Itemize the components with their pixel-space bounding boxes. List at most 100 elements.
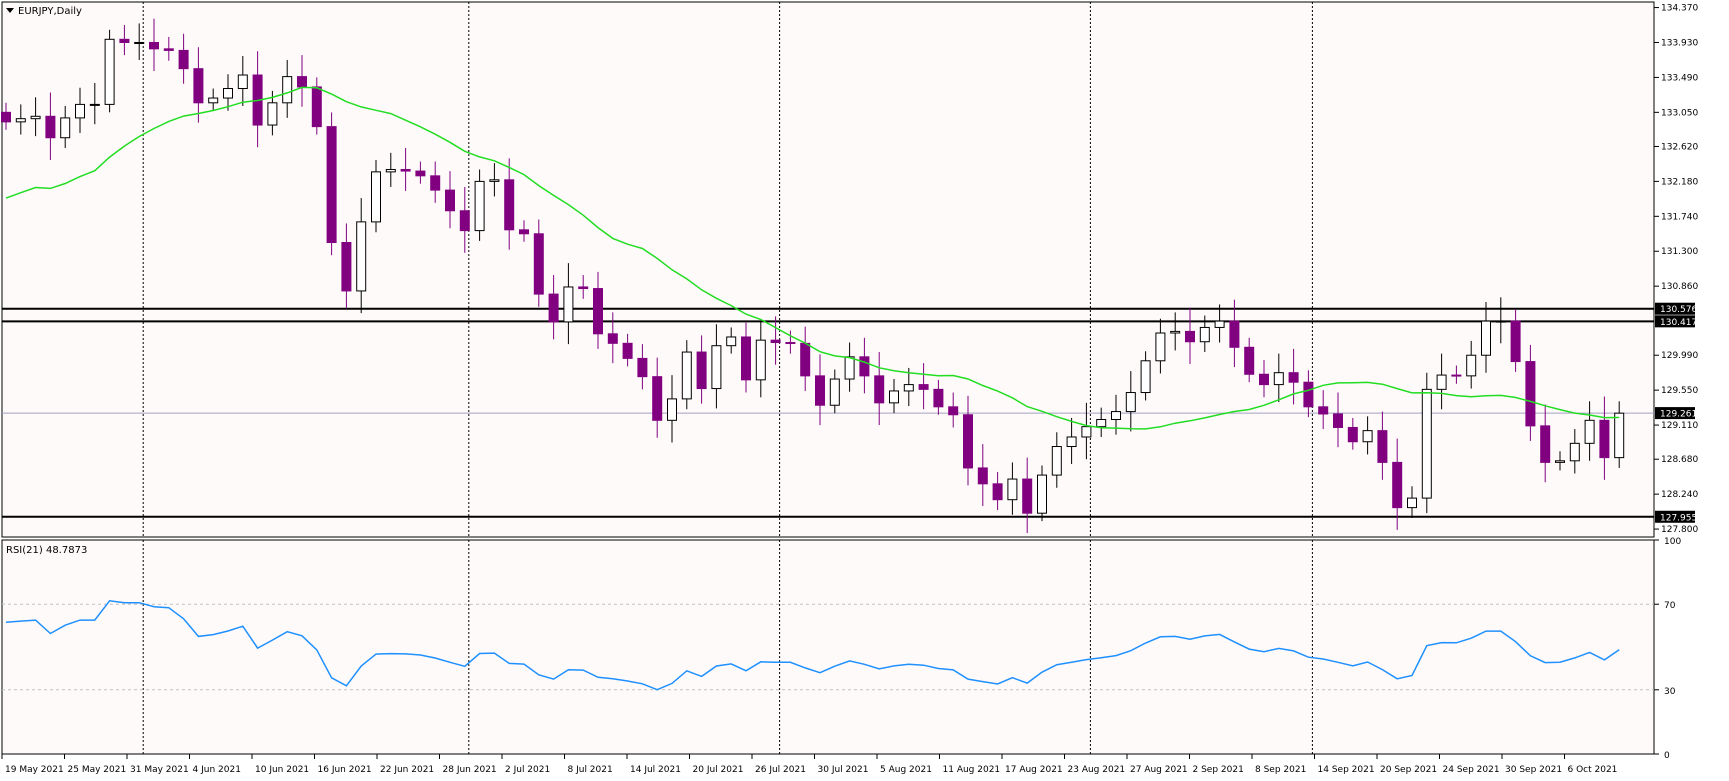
candle-body[interactable] [1614, 412, 1625, 459]
candle-body[interactable] [563, 286, 574, 323]
candle-body[interactable] [1199, 326, 1210, 343]
candle-body[interactable] [1584, 419, 1595, 444]
candle-body[interactable] [667, 398, 677, 421]
candle-body[interactable] [89, 103, 100, 106]
candle-body[interactable] [223, 88, 233, 99]
candle-body[interactable] [1377, 430, 1388, 463]
candle-body[interactable] [859, 356, 870, 377]
candle-body[interactable] [1155, 332, 1166, 362]
candle-body[interactable] [1481, 320, 1491, 356]
candle-body[interactable] [977, 467, 988, 485]
candles[interactable] [1, 18, 1625, 534]
candle-body[interactable] [1022, 478, 1033, 514]
candle-body[interactable] [1170, 330, 1181, 334]
candle-body[interactable] [933, 388, 944, 408]
candle-body[interactable] [1599, 419, 1610, 459]
candle-body[interactable] [371, 171, 381, 223]
candle-body[interactable] [918, 384, 929, 390]
candle-body[interactable] [385, 168, 396, 173]
candle-body[interactable] [1495, 320, 1506, 323]
candle-body[interactable] [400, 168, 411, 172]
candle-body[interactable] [30, 115, 41, 120]
candle-body[interactable] [741, 336, 751, 381]
candle-body[interactable] [104, 38, 115, 105]
candle-body[interactable] [1407, 497, 1417, 509]
candle-body[interactable] [1436, 374, 1447, 390]
candle-body[interactable] [1066, 436, 1077, 448]
candle-body[interactable] [1451, 374, 1462, 377]
candle-body[interactable] [519, 229, 529, 235]
candle-body[interactable] [356, 221, 367, 292]
candle-body[interactable] [1525, 361, 1536, 427]
candle-body[interactable] [1140, 360, 1151, 394]
candle-body[interactable] [844, 356, 855, 380]
candle-body[interactable] [1303, 381, 1314, 408]
candle-body[interactable] [489, 179, 500, 182]
candle-body[interactable] [1214, 320, 1225, 328]
candle-body[interactable] [963, 414, 973, 469]
candle-body[interactable] [193, 68, 204, 104]
candle-body[interactable] [593, 288, 603, 335]
candle-body[interactable] [1125, 392, 1136, 413]
candle-body[interactable] [237, 74, 248, 90]
candle-body[interactable] [711, 345, 722, 390]
candle-body[interactable] [785, 342, 796, 345]
candle-body[interactable] [1185, 330, 1195, 343]
candle-body[interactable] [1273, 372, 1284, 386]
candle-body[interactable] [1, 111, 11, 123]
candle-body[interactable] [445, 189, 455, 212]
candle-body[interactable] [75, 103, 85, 119]
candle-body[interactable] [1392, 461, 1403, 509]
candle-body[interactable] [474, 180, 485, 232]
candle-body[interactable] [548, 293, 559, 323]
candle-body[interactable] [1540, 425, 1551, 463]
candle-body[interactable] [1288, 372, 1299, 383]
candle-body[interactable] [311, 86, 322, 128]
candle-body[interactable] [755, 339, 766, 381]
candle-body[interactable] [208, 97, 219, 104]
candle-body[interactable] [533, 233, 544, 295]
candle-body[interactable] [1555, 460, 1565, 463]
candle-body[interactable] [297, 76, 307, 88]
candle-body[interactable] [622, 342, 633, 359]
candle-body[interactable] [1333, 413, 1343, 428]
candle-body[interactable] [1259, 373, 1269, 386]
candle-body[interactable] [430, 175, 441, 191]
candle-body[interactable] [1347, 426, 1358, 443]
candle-body[interactable] [326, 126, 337, 244]
candle-body[interactable] [1111, 411, 1121, 421]
candle-body[interactable] [1229, 320, 1240, 348]
candle-body[interactable] [815, 375, 825, 406]
candle-body[interactable] [578, 286, 589, 290]
candle-body[interactable] [1096, 419, 1107, 428]
candle-body[interactable] [681, 351, 692, 400]
candle-body[interactable] [459, 210, 470, 232]
candle-body[interactable] [504, 179, 515, 231]
candle-body[interactable] [178, 49, 189, 70]
candle-body[interactable] [1510, 320, 1521, 363]
candle-body[interactable] [948, 406, 959, 416]
candle-body[interactable] [341, 242, 352, 292]
candle-body[interactable] [134, 41, 145, 44]
candle-body[interactable] [607, 333, 618, 344]
candle-body[interactable] [1569, 442, 1580, 462]
candle-body[interactable] [1007, 478, 1018, 501]
candle-body[interactable] [1421, 388, 1432, 499]
candle-body[interactable] [1318, 406, 1329, 415]
candle-body[interactable] [163, 48, 174, 51]
collapse-arrow-icon[interactable] [6, 8, 14, 13]
candle-body[interactable] [800, 342, 811, 377]
candle-body[interactable] [637, 357, 648, 378]
candle-body[interactable] [1051, 446, 1062, 476]
candle-body[interactable] [1081, 426, 1092, 438]
candle-body[interactable] [15, 118, 26, 123]
candle-body[interactable] [267, 102, 278, 126]
candle-body[interactable] [726, 336, 737, 347]
candle-body[interactable] [903, 384, 914, 392]
candle-body[interactable] [992, 483, 1003, 501]
candle-body[interactable] [1362, 430, 1373, 443]
candle-body[interactable] [1244, 346, 1255, 375]
candle-body[interactable] [415, 170, 426, 177]
candle-body[interactable] [119, 38, 130, 43]
candle-body[interactable] [652, 376, 663, 421]
